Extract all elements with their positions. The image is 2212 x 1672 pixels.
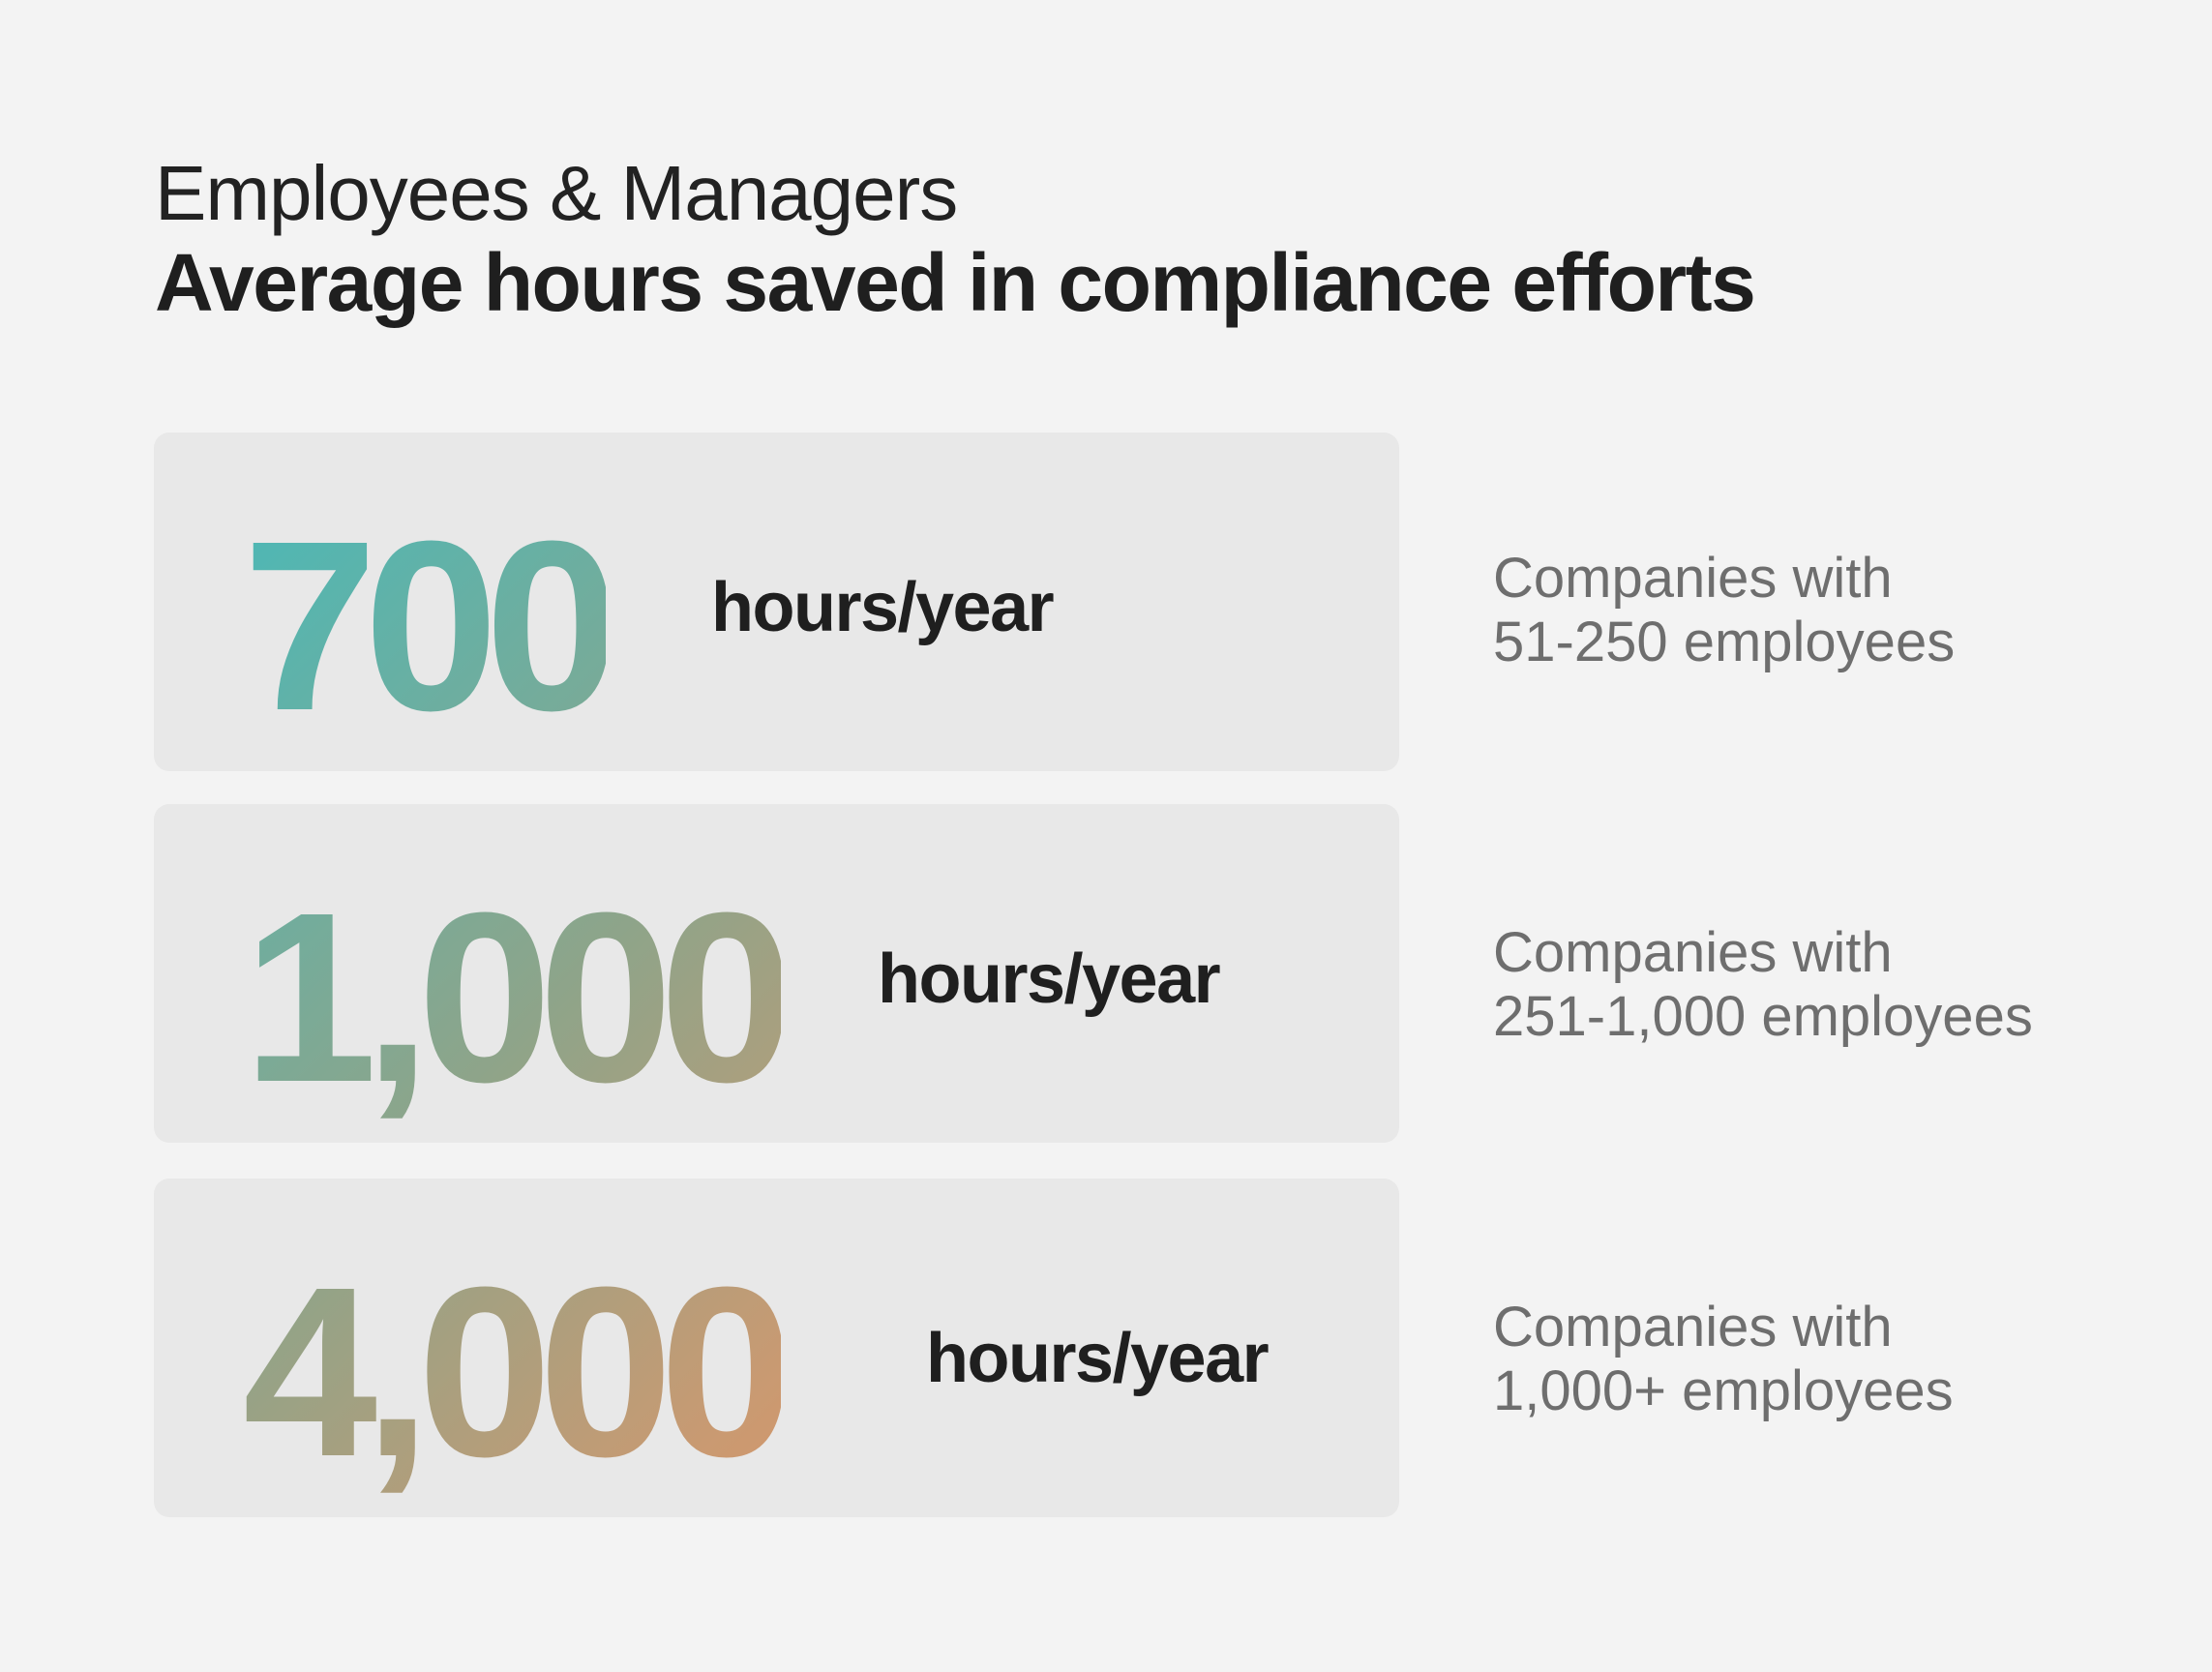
stat-unit: hours/year xyxy=(711,569,1055,646)
desc-line: Companies with xyxy=(1493,547,1893,610)
stat-value: 1,000 xyxy=(243,862,794,1132)
desc-line: Companies with xyxy=(1493,921,1893,984)
stat-desc-1: Companies with 51-250 employees xyxy=(1493,547,1955,674)
desc-line: 1,000+ employees xyxy=(1493,1359,1954,1422)
desc-line: 51-250 employees xyxy=(1493,611,1956,673)
stat-card-1: 700 hours/year xyxy=(154,433,1399,771)
stat-unit: hours/year xyxy=(878,940,1221,1018)
page-title: Average hours saved in compliance effort… xyxy=(155,237,1756,328)
stat-value: 700 xyxy=(243,491,619,761)
stat-unit: hours/year xyxy=(926,1320,1270,1397)
stat-value: 4,000 xyxy=(243,1237,794,1507)
stat-desc-2: Companies with 251-1,000 employees xyxy=(1493,921,2033,1049)
desc-line: 251-1,000 employees xyxy=(1493,985,2033,1048)
stat-card-2: 1,000 hours/year xyxy=(154,804,1399,1143)
stat-desc-3: Companies with 1,000+ employees xyxy=(1493,1296,1954,1423)
desc-line: Companies with xyxy=(1493,1296,1893,1358)
subtitle: Employees & Managers xyxy=(155,150,958,236)
stat-card-3: 4,000 hours/year xyxy=(154,1179,1399,1517)
